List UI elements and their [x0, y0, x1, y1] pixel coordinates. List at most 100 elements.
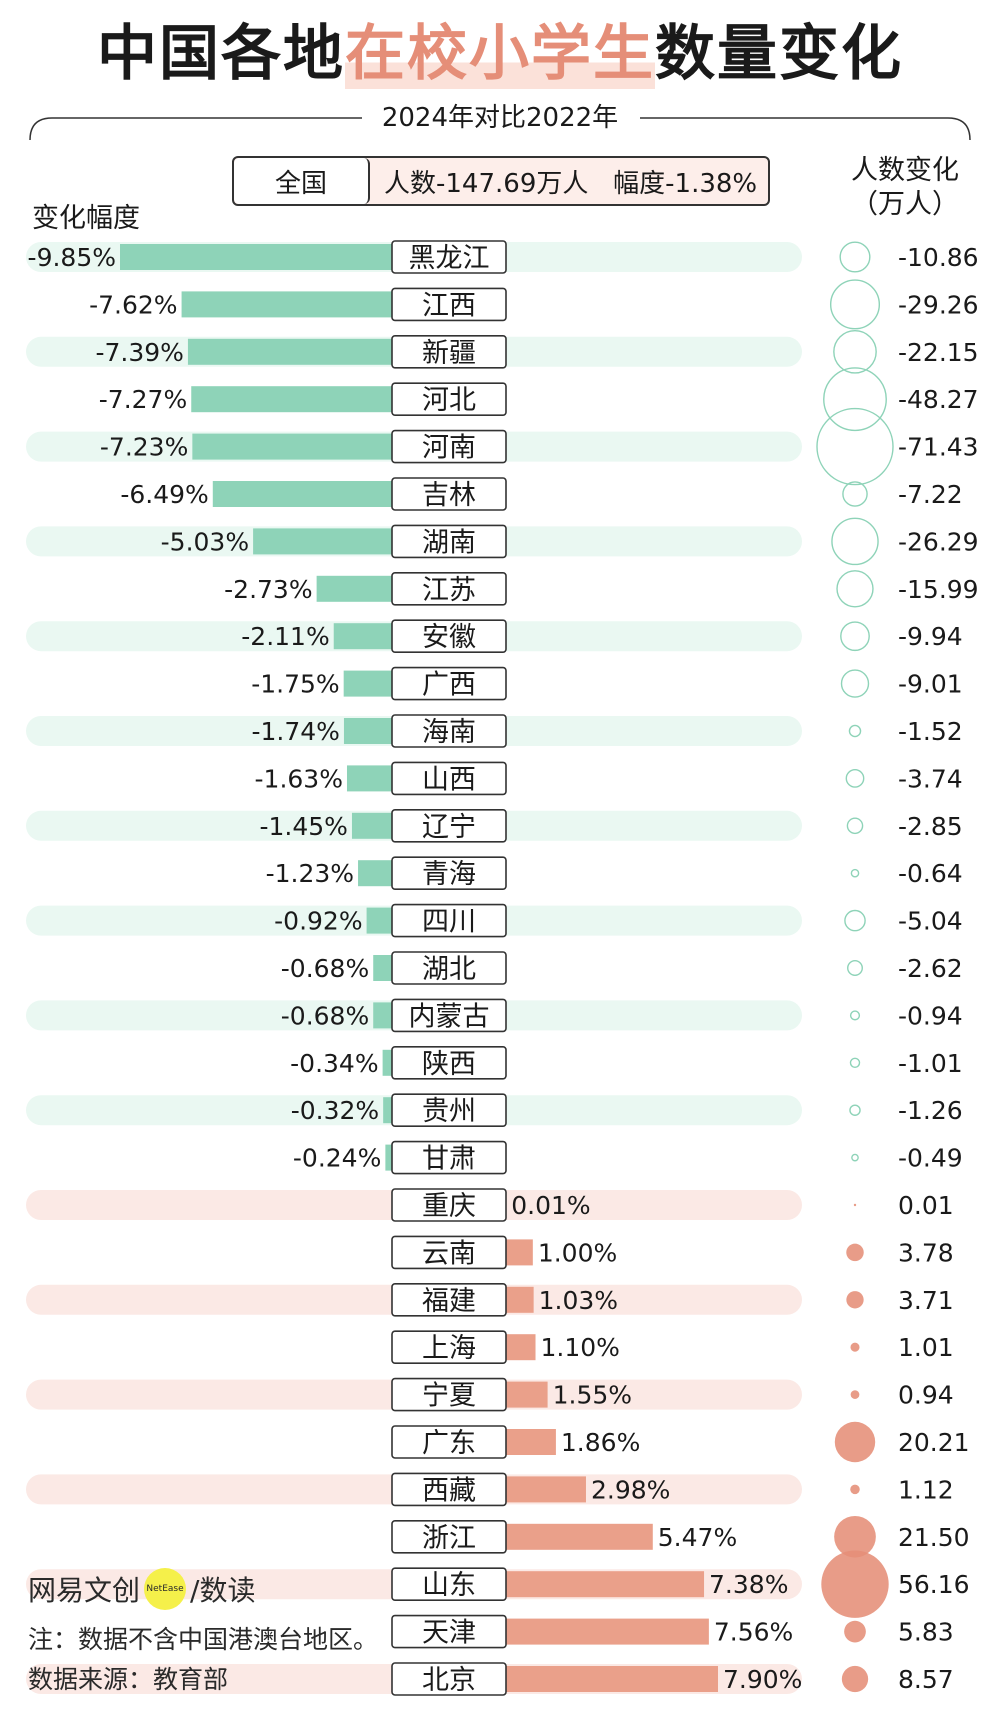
count-circle — [816, 407, 894, 486]
count-column-header: 人数变化 （万人） — [840, 154, 970, 222]
count-label: -0.49 — [898, 1144, 963, 1173]
province-name: 四川 — [422, 907, 476, 938]
province-box — [391, 1472, 507, 1507]
province-name: 山东 — [422, 1570, 476, 1601]
count-circle — [829, 279, 881, 330]
count-label: -9.01 — [898, 670, 963, 699]
pct-label: -7.23% — [100, 433, 188, 462]
bar — [506, 1381, 548, 1408]
count-label: -48.27 — [898, 385, 979, 414]
province-name: 广东 — [422, 1428, 476, 1459]
province-name: 福建 — [422, 1286, 476, 1317]
province-box — [391, 761, 507, 796]
count-circle — [849, 1010, 861, 1021]
province-box — [391, 334, 507, 369]
count-circle — [842, 481, 868, 507]
province-box — [391, 1614, 507, 1649]
count-label: -0.64 — [898, 859, 963, 888]
province-box — [391, 998, 507, 1033]
province-box — [391, 1046, 507, 1080]
province-box — [391, 429, 507, 464]
pct-label: -9.85% — [28, 243, 116, 272]
province-name: 重庆 — [422, 1191, 476, 1222]
count-label: -5.04 — [898, 907, 963, 936]
bar — [506, 1476, 586, 1503]
count-label: 3.71 — [898, 1286, 954, 1315]
bar — [506, 1571, 705, 1598]
count-label: 56.16 — [898, 1570, 970, 1599]
count-label: -7.22 — [898, 480, 963, 509]
count-circle — [836, 570, 874, 608]
pct-label: -5.03% — [161, 527, 249, 556]
count-circle — [851, 1153, 859, 1162]
bar — [120, 244, 392, 270]
pct-label: 1.10% — [541, 1333, 620, 1362]
province-box — [391, 856, 507, 891]
count-label: -22.15 — [898, 338, 979, 367]
province-box — [391, 951, 507, 985]
province-name: 青海 — [422, 859, 476, 890]
count-label: -15.99 — [898, 575, 979, 604]
province-box — [391, 477, 507, 511]
count-circle — [846, 1291, 864, 1309]
province-name: 浙江 — [422, 1523, 476, 1554]
netease-badge: NetEase — [144, 1568, 187, 1610]
bar — [506, 1523, 653, 1550]
province-name: 上海 — [422, 1333, 476, 1364]
province-box — [391, 287, 507, 322]
pct-label: -2.73% — [224, 575, 312, 604]
pct-label: -7.39% — [95, 338, 183, 367]
bar — [385, 1144, 392, 1171]
province-box — [391, 240, 507, 274]
count-circle — [839, 241, 871, 273]
count-circle — [840, 621, 870, 652]
province-box — [391, 666, 507, 701]
province-box — [391, 808, 507, 843]
bar — [181, 291, 392, 318]
province-box — [391, 1520, 507, 1554]
bar — [358, 860, 392, 887]
province-name: 内蒙古 — [409, 1001, 490, 1032]
pct-label: -2.11% — [241, 622, 329, 651]
pct-label: 1.00% — [538, 1238, 617, 1267]
province-box — [391, 382, 507, 417]
bar — [191, 386, 392, 413]
province-box — [391, 714, 507, 748]
count-label: 20.21 — [898, 1428, 970, 1457]
bar — [316, 575, 392, 602]
brand-suffix: /数读 — [190, 1574, 256, 1607]
count-label: -3.74 — [898, 764, 963, 793]
count-circle — [850, 868, 860, 878]
province-box — [391, 903, 507, 938]
province-name: 山西 — [422, 764, 476, 795]
pct-label: -7.62% — [89, 290, 177, 319]
province-name: 贵州 — [422, 1096, 476, 1127]
count-label: 0.94 — [898, 1381, 954, 1410]
national-label: 全国 — [234, 158, 370, 204]
bar — [351, 812, 392, 839]
count-circle — [847, 960, 863, 976]
count-circle — [846, 1243, 864, 1262]
pct-label: 7.56% — [714, 1618, 793, 1647]
pct-label: -1.23% — [266, 859, 354, 888]
province-name: 甘肃 — [422, 1144, 476, 1175]
subtitle-bracket-line — [29, 117, 971, 141]
count-label: -0.94 — [898, 1001, 963, 1030]
pct-label: -1.45% — [260, 812, 348, 841]
province-box — [391, 1235, 507, 1270]
bar — [333, 623, 392, 650]
province-name: 宁夏 — [422, 1381, 476, 1412]
count-circle — [850, 1390, 860, 1399]
count-circle — [833, 329, 877, 374]
pct-label: -0.68% — [281, 1001, 369, 1030]
province-name: 广西 — [422, 670, 476, 701]
province-box — [391, 619, 507, 654]
province-name: 江苏 — [422, 575, 476, 606]
national-summary: 全国 人数-147.69万人 幅度-1.38% — [232, 156, 770, 206]
count-label: 5.83 — [898, 1618, 954, 1647]
province-box — [391, 1283, 507, 1317]
bar — [506, 1429, 556, 1455]
province-box — [391, 524, 507, 559]
count-circle — [823, 367, 887, 432]
